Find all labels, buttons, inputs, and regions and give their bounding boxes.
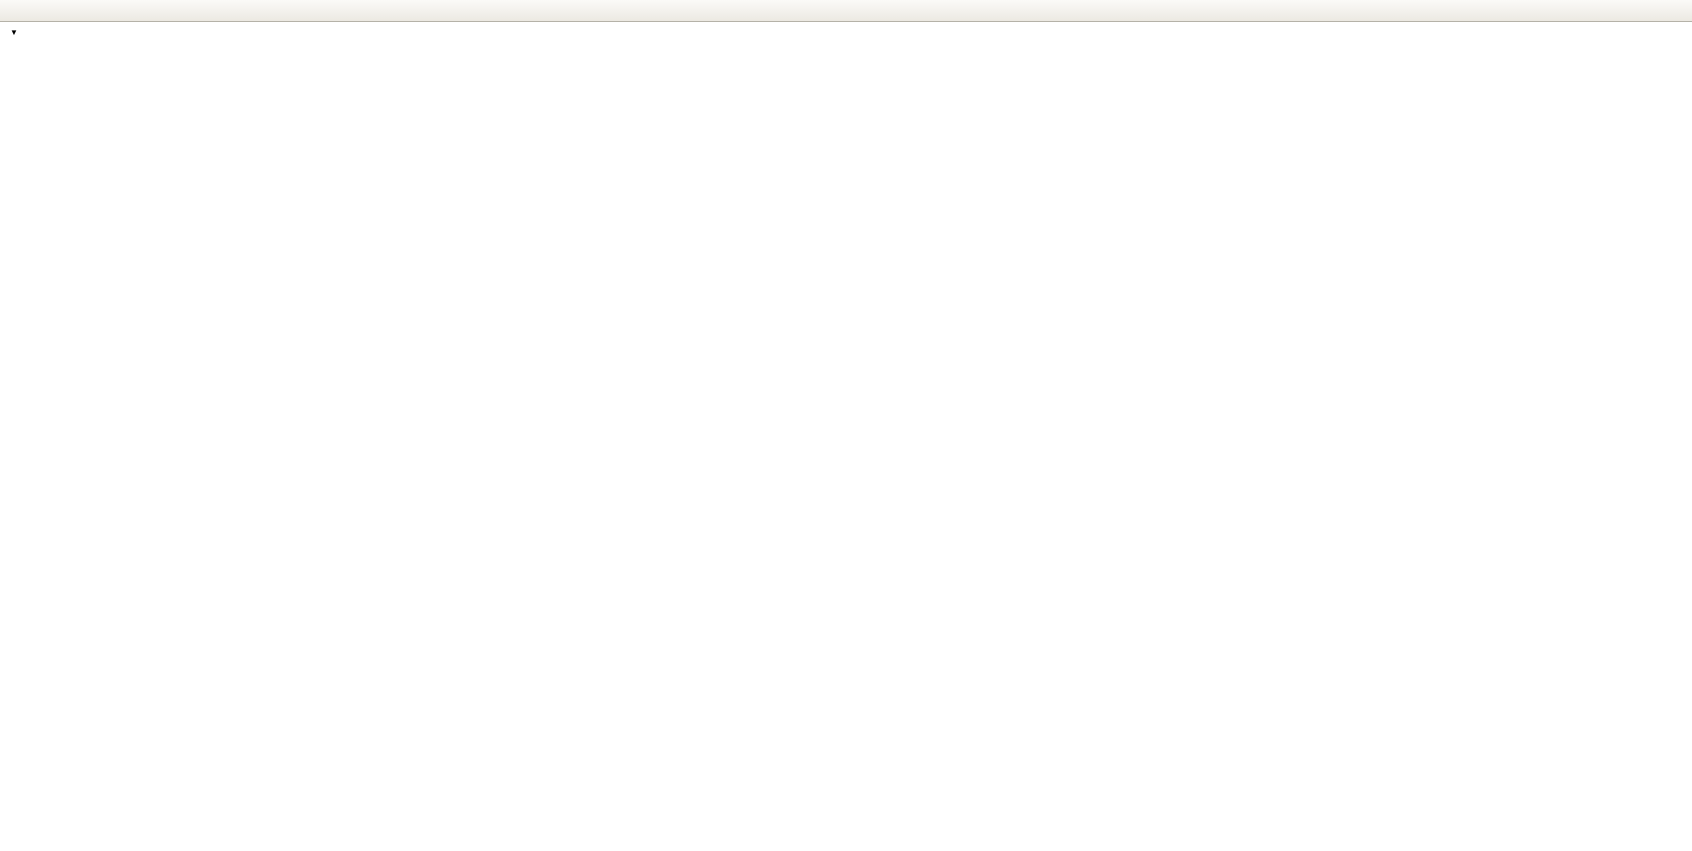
chart-collapse-icon[interactable]: ▼ xyxy=(10,28,18,37)
chart-area: ▼ xyxy=(0,22,1692,851)
chart-canvas xyxy=(0,22,1692,851)
chart-title: ▼ xyxy=(10,28,48,37)
toolbar xyxy=(0,0,1692,22)
